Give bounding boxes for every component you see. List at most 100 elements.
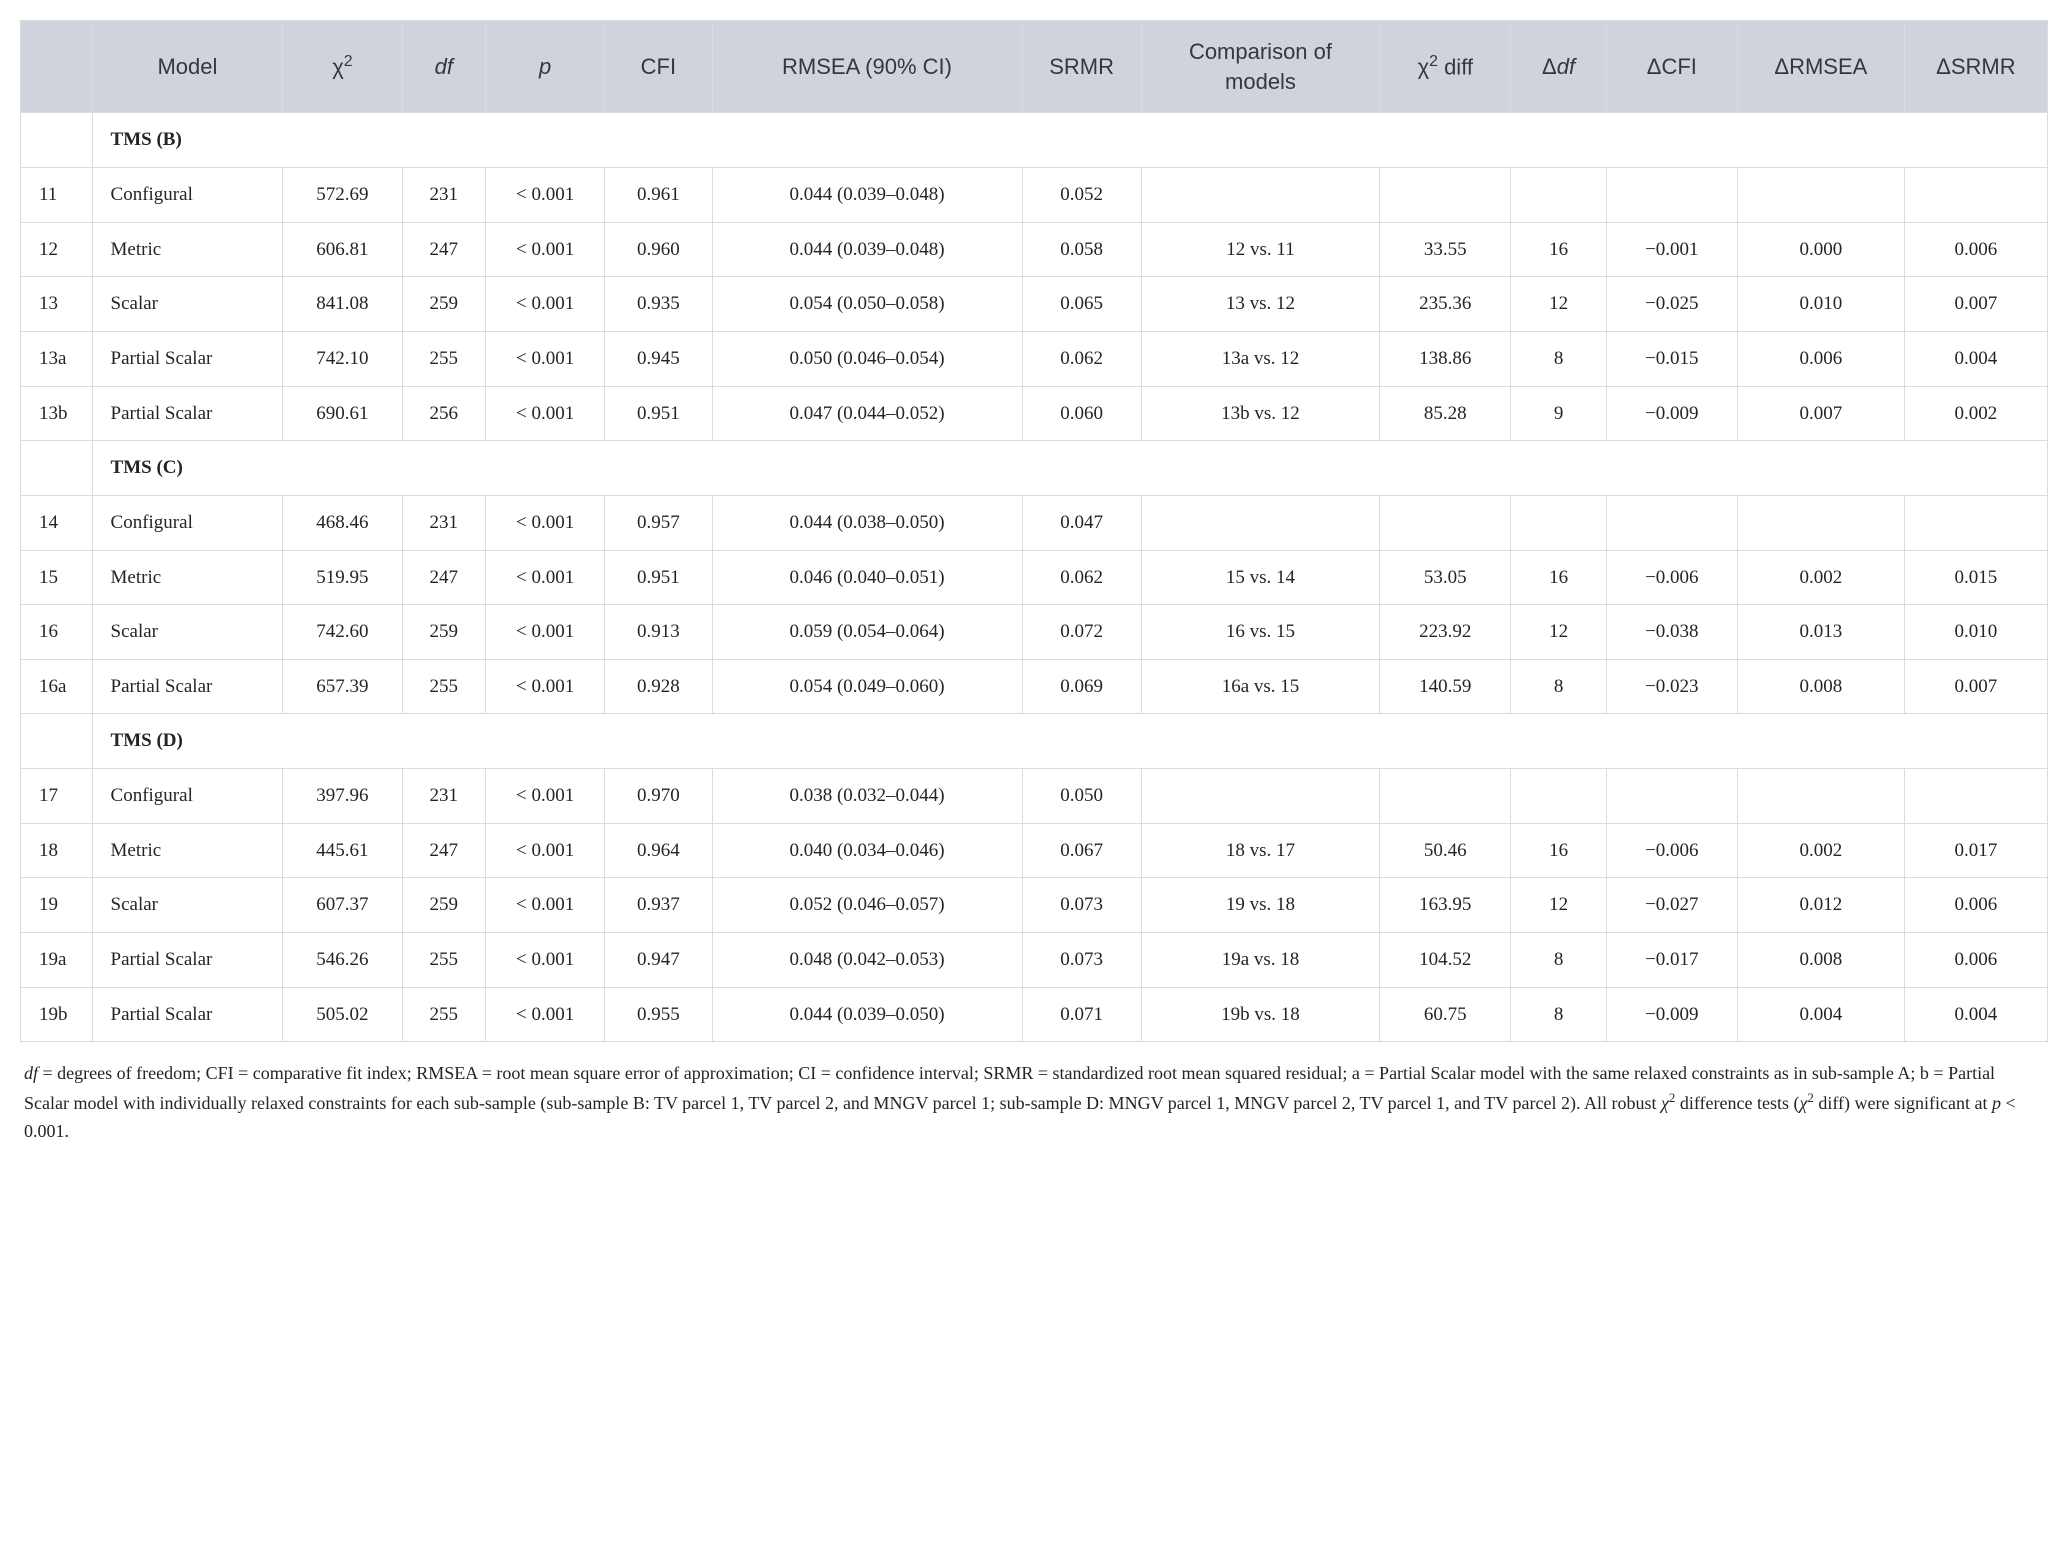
cell-ddf [1511, 495, 1606, 550]
cell-comp: 12 vs. 11 [1141, 222, 1379, 277]
cell-chi2: 468.46 [283, 495, 402, 550]
cell-chi2: 445.61 [283, 823, 402, 878]
cell-dcfi: −0.006 [1606, 550, 1737, 605]
cell-ddf [1511, 168, 1606, 223]
cell-df: 247 [402, 550, 485, 605]
cell-dsrmr [1904, 495, 2047, 550]
cell-cfi: 0.951 [605, 386, 712, 441]
table-row: 15Metric519.95247< 0.0010.9510.046 (0.04… [21, 550, 2048, 605]
cell-df: 231 [402, 769, 485, 824]
cell-rmsea: 0.048 (0.042–0.053) [712, 932, 1022, 987]
cell-srmr: 0.069 [1022, 659, 1141, 714]
cell-dsrmr: 0.015 [1904, 550, 2047, 605]
cell-comp: 13a vs. 12 [1141, 331, 1379, 386]
cell-idx: 19a [21, 932, 93, 987]
col-header-chidiff: χ2 diff [1380, 21, 1511, 113]
cell-chi2: 572.69 [283, 168, 402, 223]
cell-p: < 0.001 [485, 550, 604, 605]
cell-chidiff [1380, 168, 1511, 223]
cell-df: 255 [402, 987, 485, 1042]
cell-chidiff [1380, 769, 1511, 824]
cell-p: < 0.001 [485, 386, 604, 441]
cell-cfi: 0.964 [605, 823, 712, 878]
cell-ddf: 8 [1511, 659, 1606, 714]
cell-idx: 17 [21, 769, 93, 824]
cell-drmsea: 0.008 [1737, 932, 1904, 987]
table-row: 14Configural468.46231< 0.0010.9570.044 (… [21, 495, 2048, 550]
cell-df: 247 [402, 222, 485, 277]
cell-idx: 19 [21, 878, 93, 933]
cell-chidiff: 223.92 [1380, 605, 1511, 660]
cell-rmsea: 0.044 (0.039–0.048) [712, 222, 1022, 277]
col-header-dcfi: ΔCFI [1606, 21, 1737, 113]
cell-comp [1141, 769, 1379, 824]
cell-df: 247 [402, 823, 485, 878]
cell-dsrmr: 0.007 [1904, 277, 2047, 332]
table-row: 18Metric445.61247< 0.0010.9640.040 (0.03… [21, 823, 2048, 878]
cell-chidiff: 138.86 [1380, 331, 1511, 386]
cell-chidiff: 33.55 [1380, 222, 1511, 277]
cell-cfi: 0.960 [605, 222, 712, 277]
cell-dcfi [1606, 168, 1737, 223]
col-header-comp: Comparison of models [1141, 21, 1379, 113]
cell-idx: 12 [21, 222, 93, 277]
cell-dcfi: −0.015 [1606, 331, 1737, 386]
cell-srmr: 0.060 [1022, 386, 1141, 441]
cell-comp: 19b vs. 18 [1141, 987, 1379, 1042]
cell-df: 259 [402, 605, 485, 660]
cell-model: Configural [92, 168, 283, 223]
cell-ddf: 8 [1511, 331, 1606, 386]
cell-ddf: 8 [1511, 932, 1606, 987]
cell-p: < 0.001 [485, 222, 604, 277]
section-pad [21, 113, 93, 168]
cell-ddf: 12 [1511, 878, 1606, 933]
table-footnote: df = degrees of freedom; CFI = comparati… [20, 1042, 2048, 1146]
cell-idx: 15 [21, 550, 93, 605]
cell-comp: 18 vs. 17 [1141, 823, 1379, 878]
cell-cfi: 0.961 [605, 168, 712, 223]
cell-ddf: 16 [1511, 823, 1606, 878]
cell-drmsea: 0.012 [1737, 878, 1904, 933]
cell-rmsea: 0.044 (0.039–0.050) [712, 987, 1022, 1042]
section-row: TMS (D) [21, 714, 2048, 769]
cell-df: 231 [402, 168, 485, 223]
cell-dsrmr [1904, 168, 2047, 223]
cell-rmsea: 0.054 (0.049–0.060) [712, 659, 1022, 714]
table-header: Modelχ2dfpCFIRMSEA (90% CI)SRMRCompariso… [21, 21, 2048, 113]
cell-idx: 16 [21, 605, 93, 660]
table-row: 16Scalar742.60259< 0.0010.9130.059 (0.05… [21, 605, 2048, 660]
cell-p: < 0.001 [485, 659, 604, 714]
cell-ddf: 12 [1511, 277, 1606, 332]
cell-model: Scalar [92, 878, 283, 933]
col-header-chi2: χ2 [283, 21, 402, 113]
cell-p: < 0.001 [485, 932, 604, 987]
col-header-idx [21, 21, 93, 113]
cell-cfi: 0.937 [605, 878, 712, 933]
cell-cfi: 0.913 [605, 605, 712, 660]
cell-srmr: 0.062 [1022, 550, 1141, 605]
cell-dsrmr: 0.006 [1904, 932, 2047, 987]
table-row: 19aPartial Scalar546.26255< 0.0010.9470.… [21, 932, 2048, 987]
col-header-ddf: Δdf [1511, 21, 1606, 113]
cell-dsrmr: 0.002 [1904, 386, 2047, 441]
cell-chi2: 519.95 [283, 550, 402, 605]
cell-model: Configural [92, 495, 283, 550]
cell-p: < 0.001 [485, 987, 604, 1042]
cell-chi2: 397.96 [283, 769, 402, 824]
cell-srmr: 0.050 [1022, 769, 1141, 824]
cell-rmsea: 0.044 (0.039–0.048) [712, 168, 1022, 223]
col-header-cfi: CFI [605, 21, 712, 113]
section-title: TMS (D) [92, 714, 2047, 769]
cell-df: 255 [402, 932, 485, 987]
table-row: 12Metric606.81247< 0.0010.9600.044 (0.03… [21, 222, 2048, 277]
cell-model: Partial Scalar [92, 932, 283, 987]
cell-cfi: 0.970 [605, 769, 712, 824]
cell-dsrmr: 0.004 [1904, 987, 2047, 1042]
cell-drmsea: 0.010 [1737, 277, 1904, 332]
cell-srmr: 0.071 [1022, 987, 1141, 1042]
cell-df: 259 [402, 277, 485, 332]
table-row: 19Scalar607.37259< 0.0010.9370.052 (0.04… [21, 878, 2048, 933]
cell-comp [1141, 495, 1379, 550]
cell-chidiff: 85.28 [1380, 386, 1511, 441]
cell-p: < 0.001 [485, 769, 604, 824]
